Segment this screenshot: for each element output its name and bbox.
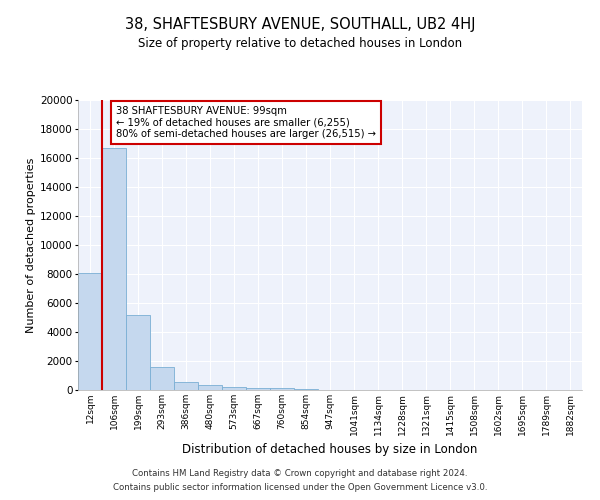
Bar: [78, 274, 102, 390]
Bar: [246, 388, 270, 390]
Text: 38 SHAFTESBURY AVENUE: 99sqm
← 19% of detached houses are smaller (6,255)
80% of: 38 SHAFTESBURY AVENUE: 99sqm ← 19% of de…: [116, 106, 376, 139]
Bar: [198, 385, 222, 390]
Text: Contains public sector information licensed under the Open Government Licence v3: Contains public sector information licen…: [113, 484, 487, 492]
Bar: [294, 389, 318, 390]
Text: Size of property relative to detached houses in London: Size of property relative to detached ho…: [138, 38, 462, 51]
Bar: [150, 367, 174, 390]
Bar: [102, 148, 126, 390]
Bar: [174, 382, 198, 390]
Text: Contains HM Land Registry data © Crown copyright and database right 2024.: Contains HM Land Registry data © Crown c…: [132, 468, 468, 477]
Text: 38, SHAFTESBURY AVENUE, SOUTHALL, UB2 4HJ: 38, SHAFTESBURY AVENUE, SOUTHALL, UB2 4H…: [125, 18, 475, 32]
Y-axis label: Number of detached properties: Number of detached properties: [26, 158, 35, 332]
Bar: [126, 314, 150, 390]
X-axis label: Distribution of detached houses by size in London: Distribution of detached houses by size …: [182, 443, 478, 456]
Bar: [222, 387, 246, 390]
Bar: [270, 388, 294, 390]
